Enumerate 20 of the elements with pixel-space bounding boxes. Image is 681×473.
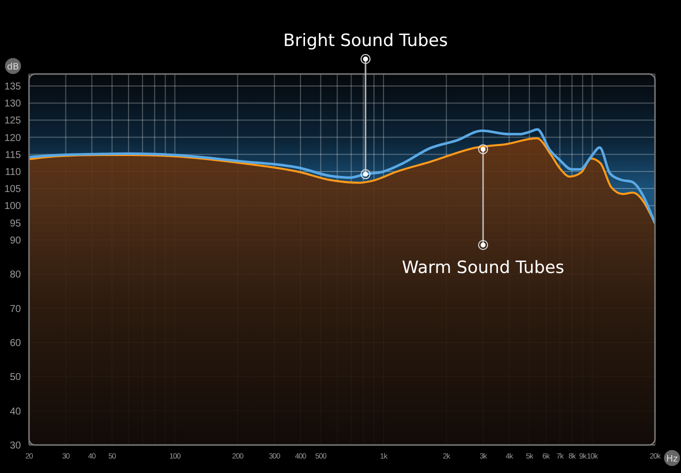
y-tick-label: 40 <box>10 406 22 418</box>
annotation: Warm Sound Tubes <box>402 258 564 278</box>
y-tick-label: 90 <box>10 235 22 246</box>
y-tick-label: 50 <box>10 372 22 384</box>
y-tick-label: 100 <box>4 201 22 212</box>
annotation: Bright Sound Tubes <box>283 31 448 51</box>
y-tick-label: 120 <box>4 132 22 144</box>
y-tick-label: 60 <box>10 338 22 349</box>
y-tick-label: 80 <box>10 270 22 281</box>
y-tick-label: 70 <box>10 304 22 315</box>
y-tick-label: 105 <box>4 184 22 196</box>
y-tick-label: 95 <box>10 218 22 230</box>
y-tick-label: 115 <box>5 150 22 161</box>
y-tick-label: 125 <box>4 116 22 127</box>
y-tick-label: 110 <box>5 167 22 178</box>
y-tick-label: 135 <box>4 82 22 93</box>
y-tick-label: 130 <box>4 98 22 110</box>
y-tick-label: 30 <box>10 440 22 452</box>
x-axis-title: Hz <box>666 454 678 464</box>
y-axis-title: dB <box>7 62 19 72</box>
